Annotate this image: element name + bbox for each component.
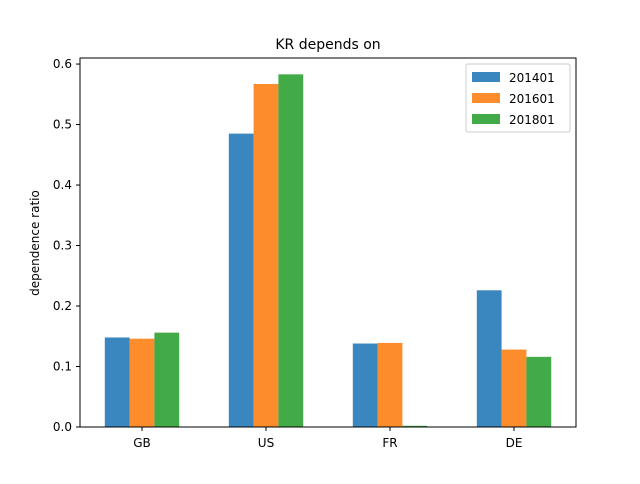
- legend-swatch-201601: [472, 93, 500, 103]
- legend-label-201401: 201401: [509, 71, 555, 85]
- bar-201601-GB: [129, 338, 155, 427]
- y-tick-label-0.6: 0.6: [53, 57, 72, 71]
- bar-201801-FR: [402, 425, 428, 427]
- legend-label-201801: 201801: [509, 113, 555, 127]
- bar-201401-FR: [352, 343, 378, 427]
- y-tick-label-0.4: 0.4: [53, 178, 72, 192]
- y-tick-label-0.0: 0.0: [53, 420, 72, 434]
- bar-201601-DE: [501, 349, 527, 427]
- x-tick-label-US: US: [258, 436, 274, 450]
- chart-title: KR depends on: [275, 37, 380, 53]
- legend: 201401 201601 201801: [465, 63, 571, 133]
- bar-201401-US: [228, 133, 254, 428]
- legend-label-201601: 201601: [509, 92, 555, 106]
- legend-swatch-201801: [472, 114, 500, 124]
- bar-201601-FR: [377, 342, 403, 427]
- bar-201601-US: [253, 84, 279, 427]
- plot-frame: [79, 57, 577, 428]
- y-axis-label: dependence ratio: [28, 190, 42, 296]
- x-tick-label-FR: FR: [382, 436, 397, 450]
- y-tick-label-0.2: 0.2: [53, 299, 72, 313]
- bar-201801-DE: [526, 356, 552, 427]
- bar-201401-GB: [104, 337, 130, 427]
- legend-swatch-201401: [472, 72, 500, 82]
- x-tick-label-DE: DE: [506, 436, 523, 450]
- plot-area: GB US FR DE 0.0 0.1 0.2 0.3 0.4 0.5 0.6: [53, 57, 577, 450]
- y-tick-label-0.5: 0.5: [53, 118, 72, 132]
- x-tick-label-GB: GB: [133, 436, 151, 450]
- y-tick-label-0.3: 0.3: [53, 239, 72, 253]
- y-tick-label-0.1: 0.1: [53, 360, 72, 374]
- bar-201801-GB: [154, 332, 180, 427]
- bar-201401-DE: [476, 290, 502, 427]
- bar-201801-US: [278, 74, 304, 427]
